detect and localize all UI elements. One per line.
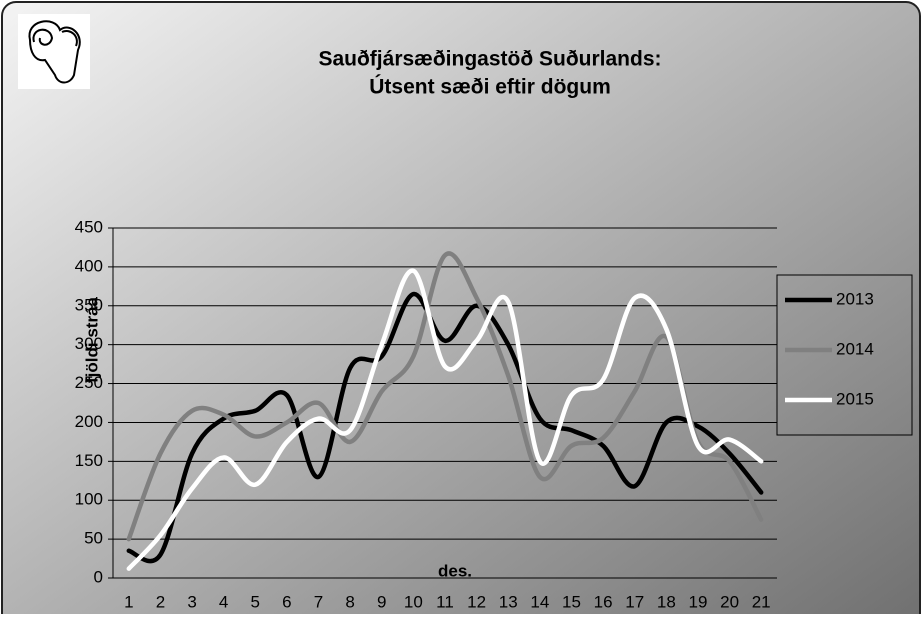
x-tick-label: 17	[625, 592, 644, 611]
x-tick-label: 13	[499, 592, 518, 611]
x-axis-label: des.	[438, 561, 472, 580]
legend-box	[776, 274, 913, 436]
y-tick-label: 200	[75, 412, 103, 431]
x-tick-label: 20	[720, 592, 739, 611]
legend-label: 2014	[836, 339, 874, 358]
y-tick-label: 250	[75, 373, 103, 392]
chart-subtitle: Útsent sæði eftir dögum	[369, 75, 611, 99]
y-tick-label: 150	[75, 451, 103, 470]
legend-label: 2013	[836, 289, 874, 308]
x-tick-label: 16	[594, 592, 613, 611]
y-tick-label: 300	[75, 334, 103, 353]
series-line	[126, 268, 764, 571]
x-tick-label: 10	[404, 592, 423, 611]
x-tick-label: 21	[752, 592, 771, 611]
x-tick-label: 4	[219, 592, 228, 611]
y-tick-label: 350	[75, 295, 103, 314]
x-tick-label: 19	[688, 592, 707, 611]
y-tick-label: 400	[75, 256, 103, 275]
series-line	[126, 251, 764, 542]
ram-icon	[18, 14, 90, 89]
legend-label: 2015	[836, 389, 874, 408]
x-tick-label: 3	[187, 592, 196, 611]
x-tick-label: 18	[657, 592, 676, 611]
x-tick-label: 15	[562, 592, 581, 611]
x-tick-label: 5	[251, 592, 260, 611]
x-tick-label: 14	[530, 592, 549, 611]
chart-title: Sauðfjársæðingastöð Suðurlands:	[318, 48, 661, 71]
x-tick-label: 7	[314, 592, 323, 611]
y-tick-label: 50	[84, 529, 103, 548]
y-tick-label: 0	[94, 567, 103, 586]
series-line	[126, 291, 764, 564]
x-tick-label: 11	[436, 592, 454, 611]
x-tick-label: 9	[377, 592, 386, 611]
y-axis-label: fjöldi stráa	[82, 296, 101, 383]
y-tick-label: 450	[75, 217, 103, 236]
x-tick-label: 6	[282, 592, 291, 611]
x-tick-label: 12	[467, 592, 486, 611]
x-tick-label: 8	[345, 592, 354, 611]
y-tick-label: 100	[75, 490, 103, 509]
x-tick-label: 2	[156, 592, 165, 611]
x-tick-label: 1	[124, 592, 133, 611]
